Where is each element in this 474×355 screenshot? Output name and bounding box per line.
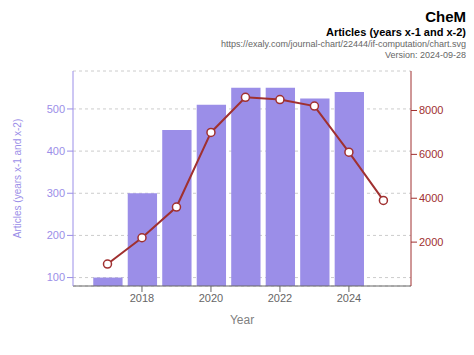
html-text:Version: 2024-09-28: Version: 2024-09-28 [384,50,466,60]
svg-text:2020: 2020 [199,292,223,304]
svg-text:400: 400 [47,145,65,157]
html-text:https://exaly.com/journal-char: https://exaly.com/journal-chart/22444/if… [221,39,466,50]
svg-text:6000: 6000 [419,148,443,160]
svg-text:8000: 8000 [419,104,443,116]
html-text:Articles (years x-1 and x-2): Articles (years x-1 and x-2) [326,26,466,38]
svg-text:500: 500 [47,103,65,115]
svg-text:200: 200 [47,229,65,241]
svg-text:100: 100 [47,271,65,283]
svg-text:2022: 2022 [268,292,292,304]
svg-text:300: 300 [47,187,65,199]
html-text:CheM: CheM [425,8,466,25]
svg-text:4000: 4000 [419,192,443,204]
svg-text:2000: 2000 [419,236,443,248]
svg-text:Articles (years x-1 and x-2): Articles (years x-1 and x-2) [12,119,23,238]
svg-text:Year: Year [230,313,254,327]
svg-text:2024: 2024 [337,292,361,304]
svg-text:2018: 2018 [130,292,154,304]
